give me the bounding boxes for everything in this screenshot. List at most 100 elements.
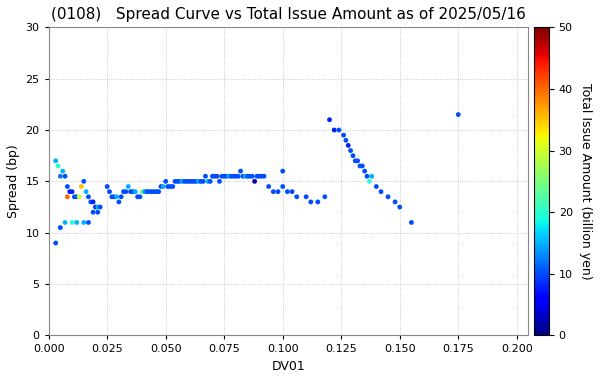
Point <box>353 158 362 164</box>
Point <box>407 219 416 225</box>
Point <box>67 219 77 225</box>
Point <box>67 188 77 195</box>
Point <box>86 199 95 205</box>
Point <box>83 194 93 200</box>
Point <box>51 240 61 246</box>
Point <box>203 178 212 184</box>
Point <box>119 188 128 195</box>
Point <box>199 178 208 184</box>
Point <box>179 178 189 184</box>
Point <box>133 194 142 200</box>
Point <box>243 173 253 179</box>
Point <box>137 188 147 195</box>
Point <box>222 173 232 179</box>
Point <box>343 142 353 149</box>
Point <box>93 209 103 215</box>
Point <box>220 173 229 179</box>
Point <box>329 127 339 133</box>
Y-axis label: Total Issue Amount (billion yen): Total Issue Amount (billion yen) <box>579 83 592 280</box>
Point <box>124 184 133 190</box>
Point <box>62 184 72 190</box>
Point <box>200 173 210 179</box>
Point <box>367 173 376 179</box>
Point <box>217 173 227 179</box>
Point <box>79 219 89 225</box>
Point <box>273 188 283 195</box>
Point <box>250 178 259 184</box>
Point <box>93 204 103 210</box>
Point <box>341 137 351 143</box>
Point <box>74 194 84 200</box>
Point <box>269 188 278 195</box>
Point <box>149 188 159 195</box>
Point <box>320 194 329 200</box>
Point <box>233 173 243 179</box>
Point <box>56 173 65 179</box>
Point <box>82 188 91 195</box>
Point <box>88 209 98 215</box>
Point <box>156 184 166 190</box>
Point <box>53 163 63 169</box>
Point <box>140 188 149 195</box>
Point <box>62 194 72 200</box>
Point <box>182 178 191 184</box>
Point <box>88 199 98 205</box>
Point <box>147 188 157 195</box>
Point <box>70 194 79 200</box>
Point <box>56 225 65 231</box>
Point <box>161 178 170 184</box>
Point <box>238 173 248 179</box>
Point <box>163 184 173 190</box>
Point <box>152 188 161 195</box>
Point <box>212 173 222 179</box>
Point <box>283 188 292 195</box>
Point <box>362 173 372 179</box>
Point <box>210 173 220 179</box>
Point <box>301 194 311 200</box>
Point <box>135 194 145 200</box>
Point <box>189 178 199 184</box>
Point <box>252 173 262 179</box>
Point <box>72 194 82 200</box>
Point <box>241 173 250 179</box>
Point <box>292 194 302 200</box>
Point <box>60 173 70 179</box>
Point <box>142 188 152 195</box>
Point <box>339 132 349 138</box>
Point <box>454 112 463 118</box>
Point <box>72 219 82 225</box>
Point <box>390 199 400 205</box>
Point <box>60 219 70 225</box>
Point <box>187 178 196 184</box>
Point <box>205 178 215 184</box>
Point <box>158 184 168 190</box>
Point <box>334 127 344 133</box>
Point <box>254 173 264 179</box>
Point <box>376 188 386 195</box>
Point <box>114 199 124 205</box>
Point <box>91 204 100 210</box>
Point <box>166 184 175 190</box>
Point <box>383 194 393 200</box>
Point <box>355 163 365 169</box>
Point <box>215 178 224 184</box>
Point <box>105 188 115 195</box>
Point <box>126 188 136 195</box>
Point <box>371 184 381 190</box>
Point <box>79 178 89 184</box>
Point <box>83 219 93 225</box>
Point <box>128 188 138 195</box>
Y-axis label: Spread (bp): Spread (bp) <box>7 144 20 218</box>
Point <box>112 194 121 200</box>
Point <box>306 199 316 205</box>
Point <box>229 173 238 179</box>
Point <box>191 178 201 184</box>
Point <box>65 188 74 195</box>
Point <box>173 178 182 184</box>
Point <box>58 168 67 174</box>
Point <box>231 173 241 179</box>
Point <box>194 178 203 184</box>
Point <box>109 194 119 200</box>
Point <box>196 178 206 184</box>
Point <box>130 188 140 195</box>
